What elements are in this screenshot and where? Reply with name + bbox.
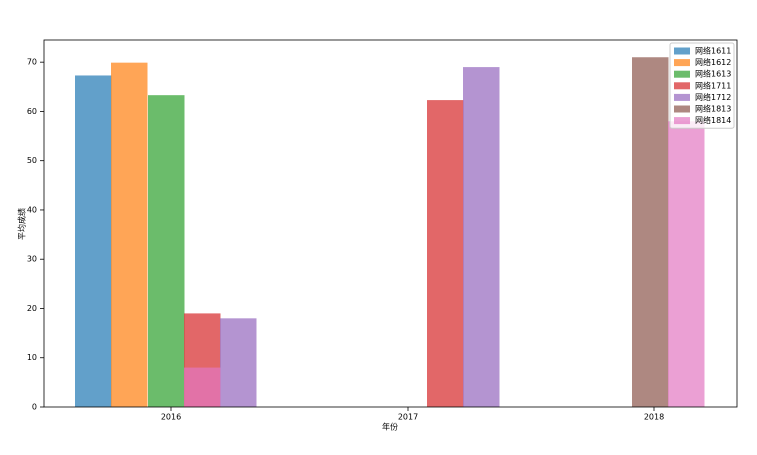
legend-label: 网络1712 <box>695 92 731 102</box>
legend-swatch <box>674 82 690 90</box>
bar <box>75 75 112 408</box>
bar <box>148 95 185 407</box>
legend-label: 网络1613 <box>695 69 731 79</box>
bar <box>184 367 221 407</box>
bar <box>668 121 705 408</box>
y-tick-label: 10 <box>27 353 37 362</box>
legend-swatch <box>674 70 690 78</box>
x-tick-label: 2018 <box>644 413 664 422</box>
legend-label: 网络1612 <box>695 57 731 67</box>
legend-swatch <box>674 117 690 125</box>
bar <box>463 67 500 407</box>
bar <box>427 100 464 407</box>
y-tick-label: 40 <box>27 205 37 214</box>
legend-swatch <box>674 59 690 67</box>
plot-frame <box>43 39 738 408</box>
legend-swatch <box>674 105 690 113</box>
legend-swatch <box>674 93 690 101</box>
bar <box>111 62 148 408</box>
y-tick-label: 30 <box>27 255 37 264</box>
legend-label: 网络1814 <box>695 115 731 125</box>
legend-label: 网络1611 <box>695 46 731 56</box>
y-tick-label: 20 <box>27 304 37 313</box>
legend-swatch <box>674 47 690 55</box>
legend-label: 网络1813 <box>695 104 731 114</box>
y-tick-label: 70 <box>27 58 37 67</box>
y-axis-label: 平均成绩 <box>17 208 27 240</box>
bar <box>220 318 257 407</box>
y-tick-label: 0 <box>32 403 37 412</box>
bar <box>632 57 669 408</box>
x-axis-label: 年份 <box>382 422 398 432</box>
x-tick-label: 2016 <box>161 413 181 422</box>
y-tick-label: 50 <box>27 156 37 165</box>
y-tick-label: 60 <box>27 107 37 116</box>
x-tick-label: 2017 <box>398 413 418 422</box>
legend-label: 网络1711 <box>695 80 731 90</box>
